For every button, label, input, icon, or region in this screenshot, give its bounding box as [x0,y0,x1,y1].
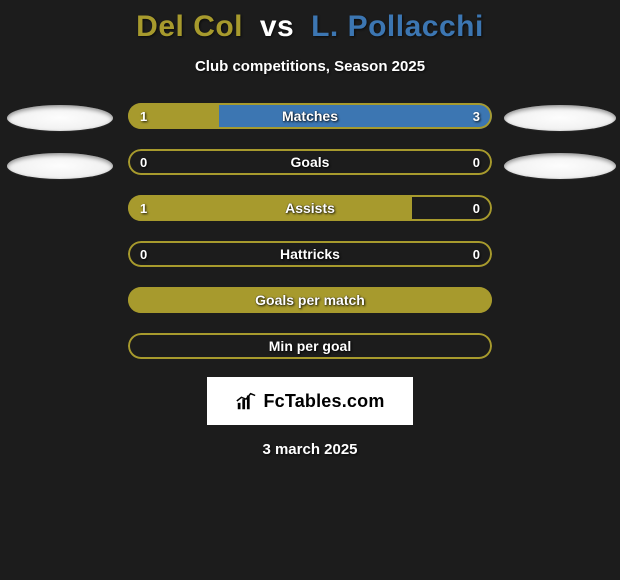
bar-segment-left [128,195,412,221]
comparison-area: Matches13 Goals00 Assists10 Hattricks00 Goal… [0,103,620,359]
chart-icon [235,390,257,412]
team-placeholder [504,153,616,179]
stat-bar: Assists10 [128,195,492,221]
player2-name: L. Pollacchi [311,10,484,43]
stat-bar: Goals per match [128,287,492,313]
player1-name: Del Col [136,10,243,43]
bar-segment-right [219,103,492,129]
player2-avatar-col [500,103,620,179]
stat-bar: Goals00 [128,149,492,175]
date-label: 3 march 2025 [0,441,620,458]
subtitle: Club competitions, Season 2025 [0,58,620,75]
avatar-placeholder [504,105,616,131]
stat-bar: Min per goal [128,333,492,359]
avatar-placeholder [7,105,113,131]
brand-logo: FcTables.com [207,377,413,425]
stat-bar: Matches13 [128,103,492,129]
bar-segment-left [128,287,492,313]
vs-text: vs [260,10,294,43]
page-title: Del Col vs L. Pollacchi [0,0,620,44]
team-placeholder [7,153,113,179]
brand-text: FcTables.com [263,391,384,412]
player1-avatar-col [0,103,120,179]
bar-segment-left [128,103,219,129]
stats-bars: Matches13 Goals00 Assists10 Hattricks00 Goal… [120,103,500,359]
stat-bar: Hattricks00 [128,241,492,267]
